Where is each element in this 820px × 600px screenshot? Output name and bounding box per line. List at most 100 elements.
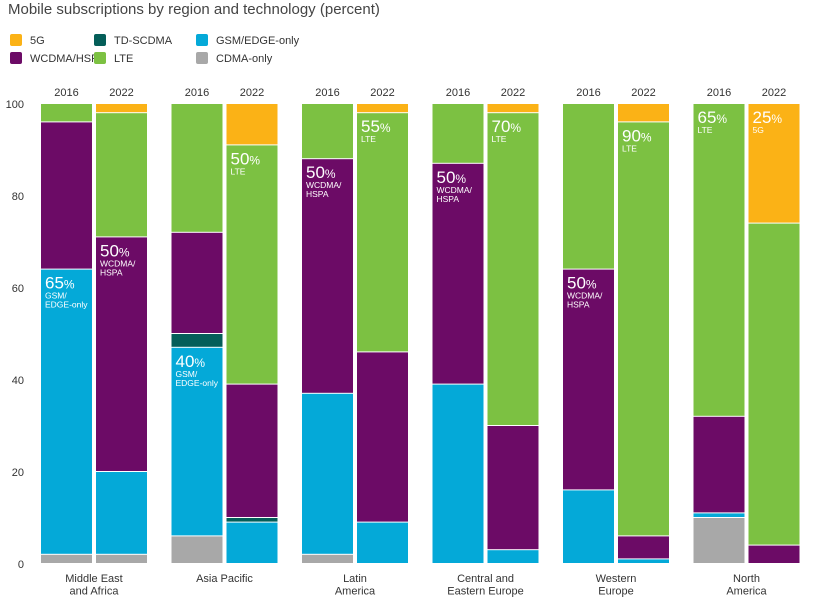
- bar-asia-pacific-2022-td-scdma: [226, 518, 278, 522]
- bar-middle-east-and-africa-2016-cdma-only: [41, 554, 92, 563]
- bar-latin-america-2016-lte: [302, 104, 353, 159]
- year-label-latin-america-2016: 2016: [315, 87, 339, 99]
- bar-latin-america-2022-wcdma-hspa: [357, 352, 408, 522]
- region-label-latin-america-1: America: [335, 586, 376, 598]
- bar-north-america-2016-cdma-only: [693, 518, 745, 563]
- bar-central-and-eastern-europe-2022-5g: [487, 104, 539, 113]
- bar-asia-pacific-2016-gsm-edge-only: [171, 347, 223, 536]
- y-tick-100: 100: [6, 99, 24, 111]
- region-label-western-europe-0: Western: [596, 573, 637, 585]
- bar-western-europe-2022-gsm-edge-only: [618, 559, 669, 563]
- bar-middle-east-and-africa-2016-wcdma-hspa: [41, 122, 92, 269]
- year-label-central-and-eastern-europe-2022: 2022: [501, 87, 525, 99]
- year-label-latin-america-2022: 2022: [370, 87, 394, 99]
- y-axis: 0 20 40 60 80 100: [6, 99, 24, 571]
- region-label-middle-east-and-africa-1: and Africa: [70, 586, 120, 598]
- tech-label-asia-pacific-2016-1: EDGE-only: [176, 378, 219, 388]
- tech-label-middle-east-and-africa-2016-1: EDGE-only: [45, 300, 88, 310]
- value-label-latin-america-2016: 50%: [306, 163, 336, 182]
- region-label-central-and-eastern-europe-1: Eastern Europe: [447, 586, 523, 598]
- bar-middle-east-and-africa-2022-gsm-edge-only: [96, 472, 147, 554]
- value-label-asia-pacific-2022: 50%: [231, 149, 261, 168]
- bar-north-america-2022-lte: [748, 223, 800, 545]
- tech-label-north-america-2016-0: LTE: [698, 125, 713, 135]
- legend-label-gsm-edge-only: GSM/EDGE-only: [216, 35, 300, 47]
- bar-latin-america-2016-wcdma-hspa: [302, 159, 353, 393]
- value-label-latin-america-2022: 55%: [361, 117, 391, 136]
- tech-label-central-and-eastern-europe-2016-0: WCDMA/: [437, 185, 473, 195]
- region-label-latin-america-0: Latin: [343, 573, 367, 585]
- legend-swatch-lte: [94, 52, 106, 64]
- bar-north-america-2016-gsm-edge-only: [693, 513, 745, 517]
- bar-asia-pacific-2016-wcdma-hspa: [171, 232, 223, 333]
- year-label-central-and-eastern-europe-2016: 2016: [446, 87, 470, 99]
- region-label-middle-east-and-africa-0: Middle East: [65, 573, 122, 585]
- bar-asia-pacific-2022-5g: [226, 104, 278, 145]
- bar-western-europe-2016-gsm-edge-only: [563, 490, 614, 563]
- year-label-middle-east-and-africa-2022: 2022: [109, 87, 133, 99]
- bar-central-and-eastern-europe-2022-wcdma-hspa: [487, 426, 539, 550]
- bar-asia-pacific-2022-wcdma-hspa: [226, 384, 278, 517]
- value-label-middle-east-and-africa-2016: 65%: [45, 274, 75, 293]
- legend-swatch-5g: [10, 34, 22, 46]
- bar-north-america-2022-5g: [748, 104, 800, 223]
- bar-north-america-2016-lte: [693, 104, 745, 416]
- tech-label-north-america-2022-0: 5G: [753, 125, 764, 135]
- y-tick-80: 80: [12, 191, 24, 203]
- value-label-western-europe-2022: 90%: [622, 126, 652, 145]
- region-label-central-and-eastern-europe-0: Central and: [457, 573, 514, 585]
- bar-north-america-2022-wcdma-hspa: [748, 545, 800, 563]
- tech-label-latin-america-2016-1: HSPA: [306, 189, 329, 199]
- bar-central-and-eastern-europe-2016-gsm-edge-only: [432, 384, 484, 563]
- bar-central-and-eastern-europe-2016-wcdma-hspa: [432, 163, 484, 384]
- bar-middle-east-and-africa-2022-wcdma-hspa: [96, 237, 147, 471]
- legend-swatch-td-scdma: [94, 34, 106, 46]
- bar-middle-east-and-africa-2016-gsm-edge-only: [41, 269, 92, 554]
- year-label-western-europe-2022: 2022: [631, 87, 655, 99]
- bar-middle-east-and-africa-2022-cdma-only: [96, 554, 147, 563]
- year-label-north-america-2016: 2016: [707, 87, 731, 99]
- region-label-north-america-1: America: [726, 586, 767, 598]
- legend-label-5g: 5G: [30, 35, 45, 47]
- value-label-north-america-2016: 65%: [698, 108, 728, 127]
- bar-western-europe-2022-wcdma-hspa: [618, 536, 669, 559]
- region-label-north-america-0: North: [733, 573, 760, 585]
- bars: [41, 104, 800, 563]
- value-label-central-and-eastern-europe-2022: 70%: [492, 117, 522, 136]
- bar-western-europe-2022-5g: [618, 104, 669, 122]
- bar-labels: 65%GSM/EDGE-only50%WCDMA/HSPA40%GSM/EDGE…: [45, 108, 782, 388]
- bar-central-and-eastern-europe-2022-lte: [487, 113, 539, 425]
- tech-label-western-europe-2022-0: LTE: [622, 143, 637, 153]
- year-label-western-europe-2016: 2016: [576, 87, 600, 99]
- value-label-central-and-eastern-europe-2016: 50%: [437, 168, 467, 187]
- tech-label-asia-pacific-2016-0: GSM/: [176, 369, 198, 379]
- bar-latin-america-2022-lte: [357, 113, 408, 352]
- bar-middle-east-and-africa-2022-5g: [96, 104, 147, 113]
- year-label-asia-pacific-2016: 2016: [185, 87, 209, 99]
- tech-label-middle-east-and-africa-2016-0: GSM/: [45, 291, 67, 301]
- legend-swatch-cdma-only: [196, 52, 208, 64]
- year-labels: 2016 2022 2016 2022 2016 2022 2016 2022 2016 2022…: [54, 87, 786, 99]
- value-label-western-europe-2016: 50%: [567, 274, 597, 293]
- bar-western-europe-2022-lte: [618, 122, 669, 536]
- bar-asia-pacific-2016-cdma-only: [171, 536, 223, 563]
- year-label-north-america-2022: 2022: [762, 87, 786, 99]
- y-tick-60: 60: [12, 283, 24, 295]
- region-label-asia-pacific-0: Asia Pacific: [196, 573, 253, 585]
- bar-middle-east-and-africa-2022-lte: [96, 113, 147, 237]
- legend-label-wcdma-hspa: WCDMA/HSPA: [30, 53, 106, 65]
- tech-label-central-and-eastern-europe-2016-1: HSPA: [437, 194, 460, 204]
- legend-label-td-scdma: TD-SCDMA: [114, 35, 173, 47]
- legend-swatch-gsm-edge-only: [196, 34, 208, 46]
- bar-central-and-eastern-europe-2022-gsm-edge-only: [487, 550, 539, 563]
- chart-title: Mobile subscriptions by region and techn…: [8, 1, 380, 18]
- tech-label-middle-east-and-africa-2022-1: HSPA: [100, 267, 123, 277]
- tech-label-asia-pacific-2022-0: LTE: [231, 166, 246, 176]
- bar-western-europe-2016-wcdma-hspa: [563, 269, 614, 490]
- bar-asia-pacific-2016-lte: [171, 104, 223, 232]
- year-label-asia-pacific-2022: 2022: [240, 87, 264, 99]
- tech-label-central-and-eastern-europe-2022-0: LTE: [492, 134, 507, 144]
- bar-asia-pacific-2022-lte: [226, 145, 278, 384]
